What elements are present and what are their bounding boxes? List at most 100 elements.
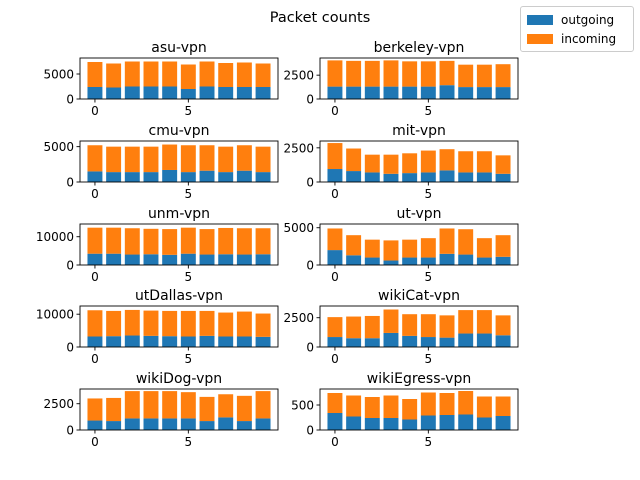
bar-outgoing — [87, 253, 103, 265]
bar-outgoing — [199, 421, 215, 430]
bar-incoming — [87, 145, 103, 172]
bar-incoming — [255, 313, 271, 337]
bar-outgoing — [124, 335, 140, 347]
subplot-frame — [319, 140, 519, 183]
bar-incoming — [458, 229, 474, 255]
x-tick-label: 5 — [425, 104, 433, 118]
x-tick-label: 5 — [425, 435, 433, 449]
bar-incoming — [143, 146, 159, 173]
bar-outgoing — [402, 86, 418, 99]
bar-incoming — [162, 144, 178, 170]
bar-outgoing — [364, 257, 380, 265]
bar-outgoing — [383, 86, 399, 99]
bar-outgoing — [346, 86, 362, 99]
bar-incoming — [218, 227, 234, 255]
bar-incoming — [236, 145, 252, 171]
y-tick-label: 5000 — [43, 68, 74, 82]
x-tick-label: 5 — [185, 435, 193, 449]
bar-outgoing — [162, 418, 178, 430]
bar-outgoing — [236, 421, 252, 430]
subplot-title: unm-vpn — [148, 206, 210, 222]
bar-incoming — [364, 60, 380, 87]
bar-incoming — [124, 146, 140, 173]
bar-incoming — [106, 146, 122, 173]
x-tick-label: 5 — [185, 104, 193, 118]
bar-incoming — [346, 395, 362, 417]
bar-outgoing — [364, 418, 380, 430]
y-tick-label: 500 — [291, 399, 314, 413]
bar-outgoing — [143, 172, 159, 182]
bar-outgoing — [402, 257, 418, 265]
bar-outgoing — [383, 260, 399, 265]
bar-incoming — [495, 235, 511, 257]
subplot-unm-vpn: unm-vpn 0 10000 0 5 — [36, 206, 279, 284]
bar-outgoing — [162, 169, 178, 182]
bar-outgoing — [106, 336, 122, 347]
bar-incoming — [124, 228, 140, 255]
bar-outgoing — [439, 170, 455, 182]
subplot-frame — [79, 305, 279, 348]
y-tick-label: 2500 — [283, 69, 314, 83]
bar-outgoing — [124, 172, 140, 182]
x-tick-label: 0 — [91, 104, 99, 118]
bar-incoming — [327, 317, 343, 338]
y-tick-label: 0 — [306, 176, 314, 190]
bar-incoming — [255, 228, 271, 255]
bar-incoming — [143, 228, 159, 255]
bar-outgoing — [495, 416, 511, 430]
bar-incoming — [87, 398, 103, 421]
bar-outgoing — [162, 254, 178, 265]
bar-outgoing — [364, 172, 380, 182]
bar-incoming — [162, 310, 178, 337]
x-tick-label: 0 — [91, 270, 99, 284]
legend-entry-outgoing: outgoing — [527, 12, 614, 28]
x-tick-label: 0 — [91, 352, 99, 366]
bar-outgoing — [199, 335, 215, 347]
x-tick-label: 5 — [185, 270, 193, 284]
bar-outgoing — [124, 86, 140, 99]
bar-incoming — [255, 391, 271, 419]
bar-incoming — [180, 392, 196, 419]
bar-incoming — [364, 315, 380, 339]
legend-label-outgoing: outgoing — [561, 13, 615, 27]
bar-outgoing — [383, 418, 399, 430]
y-tick-label: 0 — [306, 341, 314, 355]
bar-outgoing — [218, 336, 234, 347]
bar-outgoing — [439, 415, 455, 430]
bar-incoming — [143, 61, 159, 87]
bar-outgoing — [255, 336, 271, 347]
y-tick-label: 0 — [66, 259, 74, 273]
bar-incoming — [180, 64, 196, 89]
bar-incoming — [87, 227, 103, 254]
bar-outgoing — [143, 335, 159, 347]
subplot-berkeley-vpn: berkeley-vpn 0 2500 0 5 — [283, 40, 519, 118]
bar-outgoing — [180, 89, 196, 99]
bar-outgoing — [143, 86, 159, 99]
y-tick-label: 0 — [66, 341, 74, 355]
legend-label-incoming: incoming — [561, 32, 617, 46]
subplot-title: utDallas-vpn — [135, 288, 223, 304]
y-tick-label: 0 — [66, 424, 74, 438]
bar-incoming — [383, 60, 399, 87]
bar-incoming — [439, 228, 455, 254]
bar-outgoing — [495, 173, 511, 182]
bar-outgoing — [364, 86, 380, 99]
bar-incoming — [476, 238, 492, 258]
bar-outgoing — [458, 254, 474, 265]
bar-incoming — [143, 391, 159, 419]
bar-incoming — [402, 239, 418, 258]
bar-outgoing — [420, 172, 436, 182]
bar-outgoing — [439, 337, 455, 347]
bar-outgoing — [180, 253, 196, 265]
bar-outgoing — [439, 253, 455, 265]
bar-incoming — [346, 148, 362, 172]
bar-incoming — [495, 155, 511, 174]
bar-incoming — [218, 63, 234, 87]
bar-incoming — [383, 395, 399, 418]
x-tick-label: 0 — [331, 104, 339, 118]
bar-incoming — [87, 310, 103, 337]
subplot-frame — [79, 223, 279, 266]
bar-outgoing — [476, 333, 492, 347]
subplot-wikicat-vpn: wikiCat-vpn 0 2500 0 5 — [283, 288, 519, 366]
x-tick-label: 0 — [331, 435, 339, 449]
